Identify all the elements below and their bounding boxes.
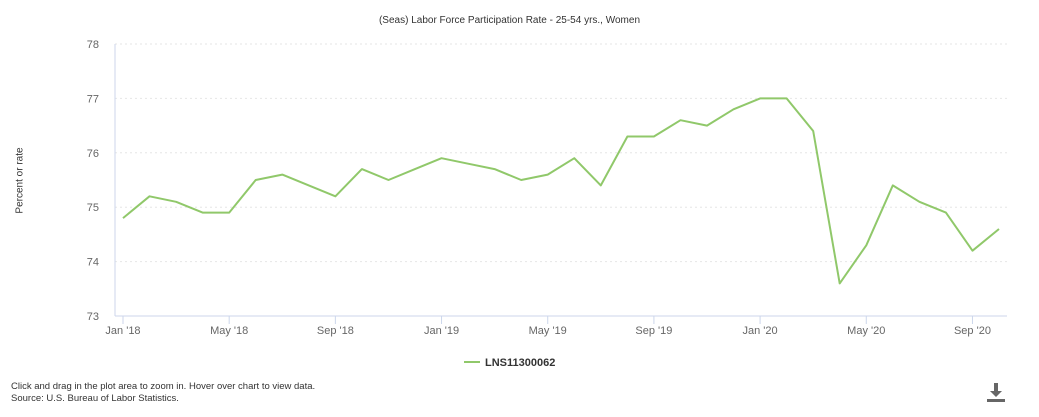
data-point[interactable]	[598, 182, 604, 188]
data-point[interactable]	[412, 166, 418, 172]
x-tick-label: May '19	[529, 325, 567, 337]
y-tick-label: 78	[87, 39, 99, 51]
grid-layer	[115, 43, 1007, 263]
data-point[interactable]	[810, 128, 816, 134]
data-point[interactable]	[279, 172, 285, 178]
data-point[interactable]	[173, 199, 179, 205]
data-point[interactable]	[385, 177, 391, 183]
data-point[interactable]	[359, 166, 365, 172]
footer-instructions: Click and drag in the plot area to zoom …	[11, 381, 316, 392]
data-point[interactable]	[147, 193, 153, 199]
data-point[interactable]	[996, 226, 1002, 232]
legend[interactable]: LNS11300062	[464, 357, 555, 369]
y-tick-label: 74	[87, 257, 99, 269]
data-point[interactable]	[332, 193, 338, 199]
y-tick-label: 73	[87, 311, 99, 323]
data-point[interactable]	[306, 182, 312, 188]
data-point[interactable]	[518, 177, 524, 183]
data-point[interactable]	[969, 248, 975, 254]
data-point[interactable]	[120, 215, 126, 221]
axis-layer: 73 74 75 76 77 78 Jan '18 May '18 Sep '18 Jan '19…	[87, 39, 1007, 337]
data-point[interactable]	[492, 166, 498, 172]
x-tick-label: Sep '18	[317, 325, 354, 337]
x-tick-label: May '18	[210, 325, 248, 337]
data-point[interactable]	[226, 210, 232, 216]
y-tick-label: 75	[87, 202, 99, 214]
x-tick-label: Jan '19	[424, 325, 459, 337]
data-point[interactable]	[943, 210, 949, 216]
y-tick-label: 76	[87, 148, 99, 160]
data-point[interactable]	[545, 172, 551, 178]
data-point[interactable]	[863, 242, 869, 248]
data-point[interactable]	[704, 123, 710, 129]
series-line-LNS11300062[interactable]	[122, 97, 1000, 285]
data-point[interactable]	[571, 155, 577, 161]
x-tick-label: Sep '20	[954, 325, 991, 337]
chart-title: (Seas) Labor Force Participation Rate - …	[378, 15, 641, 26]
series-layer	[120, 95, 1002, 286]
data-point[interactable]	[890, 182, 896, 188]
legend-label[interactable]: LNS11300062	[485, 357, 555, 369]
data-point[interactable]	[465, 161, 471, 167]
data-point[interactable]	[916, 199, 922, 205]
data-point[interactable]	[624, 133, 630, 139]
footer-source: Source: U.S. Bureau of Labor Statistics.	[11, 393, 179, 404]
data-point[interactable]	[837, 280, 843, 286]
data-point[interactable]	[757, 95, 763, 101]
y-tick-label: 77	[87, 93, 99, 105]
x-tick-label: Sep '19	[635, 325, 672, 337]
data-point[interactable]	[731, 106, 737, 112]
download-icon[interactable]	[984, 380, 1008, 404]
x-tick-label: Jan '18	[105, 325, 140, 337]
data-point[interactable]	[439, 155, 445, 161]
footer-note: Click and drag in the plot area to zoom …	[11, 381, 315, 405]
x-tick-label: May '20	[847, 325, 885, 337]
data-point[interactable]	[253, 177, 259, 183]
data-point[interactable]	[677, 117, 683, 123]
data-point[interactable]	[200, 210, 206, 216]
x-tick-label: Jan '20	[743, 325, 778, 337]
data-point[interactable]	[651, 133, 657, 139]
data-point[interactable]	[784, 95, 790, 101]
